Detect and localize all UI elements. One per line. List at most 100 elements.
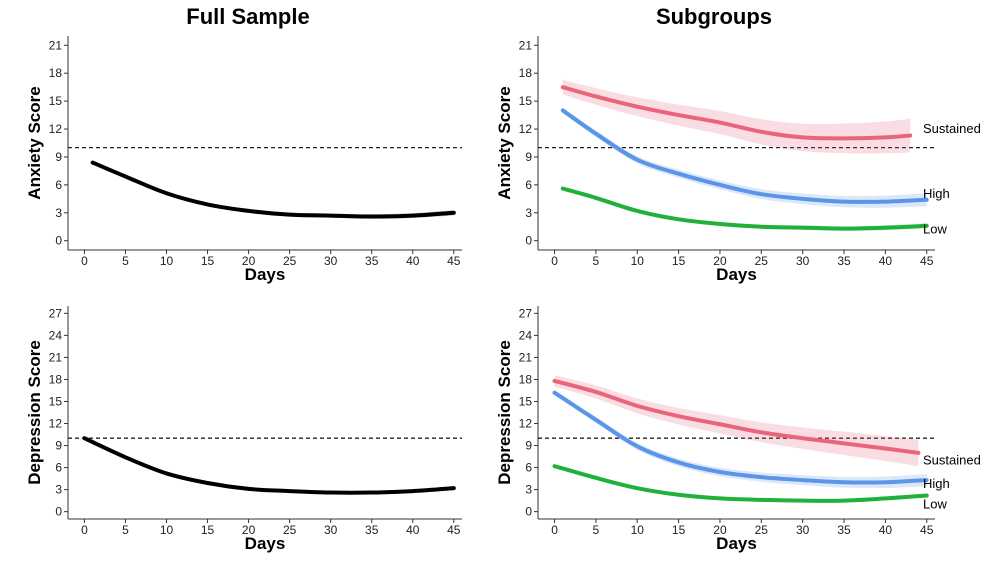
full-sample-anxiety-x-tick-label: 25 (283, 254, 297, 268)
subgroups-depression-y-tick-label: 3 (525, 483, 532, 497)
subgroups-depression-x-tick-label: 25 (755, 523, 769, 537)
subgroups-depression-y-tick-label: 0 (525, 505, 532, 519)
subgroups-anxiety-low-line (560, 186, 929, 231)
subgroups-anxiety-y-tick-label: 6 (525, 178, 532, 192)
full-sample-title: Full Sample (186, 4, 310, 29)
full-sample-depression-y-tick-label: 12 (49, 417, 63, 431)
full-sample-depression-y-tick-label: 27 (49, 306, 63, 320)
subgroups-anxiety-x-tick-label: 10 (631, 254, 645, 268)
subgroups-anxiety-high-line (560, 108, 929, 204)
subgroups-depression-y-tick-label: 12 (519, 417, 533, 431)
subgroups-anxiety-y-tick-label: 0 (525, 234, 532, 248)
full-sample-anxiety-y-tick-label: 18 (49, 66, 63, 80)
full-sample-depression-x-tick-label: 40 (406, 523, 420, 537)
subgroups-anxiety-x-tick-label: 45 (920, 254, 934, 268)
subgroups-depression-x-tick-label: 40 (879, 523, 893, 537)
full-sample-depression-x-tick-label: 30 (324, 523, 338, 537)
full-sample-depression-y-tick-label: 24 (49, 328, 63, 342)
subgroups-anxiety-y-tick-label: 9 (525, 150, 532, 164)
subgroups-anxiety-sustained-line (560, 85, 913, 141)
full-sample-anxiety-y-tick-label: 21 (49, 38, 63, 52)
full-sample-anxiety-x-tick-label: 45 (447, 254, 461, 268)
full-sample-anxiety-x-tick-label: 0 (81, 254, 88, 268)
subgroups-depression-low-line (552, 464, 929, 503)
full-sample-anxiety-x-axis-title: Days (245, 265, 286, 284)
full-sample-anxiety-x-tick-label: 40 (406, 254, 420, 268)
full-sample-depression-x-tick-label: 45 (447, 523, 461, 537)
subgroups-anxiety-x-tick-label: 25 (755, 254, 769, 268)
subgroups-anxiety-y-tick-label: 21 (519, 38, 533, 52)
subgroups-depression-low-end-label: Low (923, 497, 947, 512)
subgroups-depression-x-tick-label: 15 (672, 523, 686, 537)
subgroups-depression-high-end-label: High (923, 476, 950, 491)
subgroups-anxiety-x-axis-title: Days (716, 265, 757, 284)
full-sample-anxiety-x-tick-label: 35 (365, 254, 379, 268)
subgroups-depression-x-tick-label: 35 (837, 523, 851, 537)
subgroups-anxiety-high-end-label: High (923, 186, 950, 201)
subgroups-depression-sustained-confidence-band (554, 375, 919, 467)
subgroups-anxiety-x-tick-label: 40 (879, 254, 893, 268)
subgroups-depression-y-tick-label: 9 (525, 439, 532, 453)
full-sample-depression-x-tick-label: 10 (160, 523, 174, 537)
subgroups-anxiety-x-tick-label: 0 (551, 254, 558, 268)
full-sample-anxiety-y-tick-label: 0 (55, 234, 62, 248)
subgroups-depression-x-tick-label: 30 (796, 523, 810, 537)
full-sample-anxiety-y-axis-title: Anxiety Score (25, 86, 44, 199)
full-sample-depression-y-axis-title: Depression Score (25, 340, 44, 485)
subgroups-anxiety-y-tick-label: 12 (519, 122, 533, 136)
full-sample-depression-x-tick-label: 25 (283, 523, 297, 537)
full-sample-anxiety-y-tick-label: 15 (49, 94, 63, 108)
subgroups-depression-x-axis-title: Days (716, 534, 757, 553)
subgroups-depression-x-tick-label: 0 (551, 523, 558, 537)
subgroups-title: Subgroups (655, 4, 773, 29)
subgroups-depression-y-tick-label: 27 (519, 306, 533, 320)
full-sample-anxiety-y-tick-label: 6 (55, 178, 62, 192)
subgroups-depression-y-tick-label: 18 (519, 372, 533, 386)
subgroups-depression-y-tick-label: 6 (525, 461, 532, 475)
subgroups-depression-x-tick-label: 20 (713, 523, 727, 537)
subgroups-anxiety-x-tick-label: 5 (593, 254, 600, 268)
subgroups-anxiety-x-tick-label: 35 (837, 254, 851, 268)
subgroups-depression-y-tick-label: 15 (519, 394, 533, 408)
full-sample-anxiety-y-tick-label: 12 (49, 122, 63, 136)
full-sample-anxiety-x-tick-label: 30 (324, 254, 338, 268)
full-sample-anxiety-x-tick-label: 10 (160, 254, 174, 268)
subgroups-depression-sustained-line (552, 378, 921, 455)
subgroups-depression-sustained-end-label: Sustained (923, 453, 981, 468)
subgroups-anxiety-low-end-label: Low (923, 221, 947, 236)
subgroups-depression-high-confidence-band (554, 390, 927, 489)
subgroups-depression-high-line (552, 390, 929, 485)
subgroups-depression-x-tick-label: 5 (593, 523, 600, 537)
full-sample-depression-y-tick-label: 18 (49, 372, 63, 386)
subgroups-depression-y-tick-label: 24 (519, 328, 533, 342)
full-sample-anxiety-full-sample-line (90, 160, 456, 219)
subgroups-depression-x-tick-label: 45 (920, 523, 934, 537)
full-sample-depression-x-tick-label: 35 (365, 523, 379, 537)
subgroups-depression-y-axis-title: Depression Score (495, 340, 514, 485)
full-sample-anxiety-x-tick-label: 15 (201, 254, 215, 268)
full-sample-depression-x-tick-label: 5 (122, 523, 129, 537)
subgroups-anxiety-sustained-confidence-band (562, 79, 911, 154)
full-sample-anxiety-x-tick-label: 20 (242, 254, 256, 268)
full-sample-depression-y-tick-label: 3 (55, 483, 62, 497)
full-sample-depression-x-tick-label: 0 (81, 523, 88, 537)
subgroups-anxiety-sustained-end-label: Sustained (923, 121, 981, 136)
full-sample-depression-y-tick-label: 21 (49, 350, 63, 364)
subgroups-anxiety-y-tick-label: 18 (519, 66, 533, 80)
full-sample-depression-x-tick-label: 20 (242, 523, 256, 537)
full-sample-anxiety-full-sample-confidence-band (92, 161, 454, 219)
full-sample-depression-y-tick-label: 6 (55, 461, 62, 475)
subgroups-depression-x-tick-label: 10 (631, 523, 645, 537)
full-sample-depression-x-tick-label: 15 (201, 523, 215, 537)
full-sample-anxiety-y-tick-label: 9 (55, 150, 62, 164)
subgroups-anxiety-y-axis-title: Anxiety Score (495, 86, 514, 199)
subgroups-anxiety-x-tick-label: 30 (796, 254, 810, 268)
subgroups-anxiety-x-tick-label: 15 (672, 254, 686, 268)
full-sample-depression-full-sample-line (82, 436, 456, 495)
subgroups-anxiety-y-tick-label: 15 (519, 94, 533, 108)
full-sample-depression-y-tick-label: 0 (55, 505, 62, 519)
subgroups-anxiety-x-tick-label: 20 (713, 254, 727, 268)
subgroups-depression-y-tick-label: 21 (519, 350, 533, 364)
subgroups-anxiety-y-tick-label: 3 (525, 206, 532, 220)
